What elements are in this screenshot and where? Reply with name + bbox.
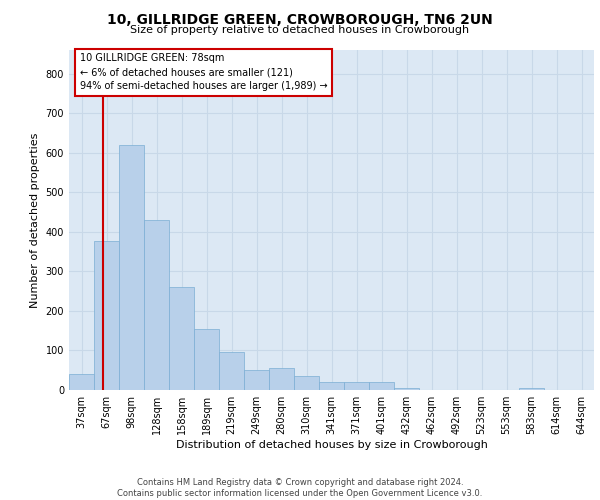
Bar: [69, 374, 94, 390]
X-axis label: Distribution of detached houses by size in Crowborough: Distribution of detached houses by size …: [176, 440, 487, 450]
Bar: [244, 370, 269, 390]
Bar: [269, 368, 294, 390]
Bar: [319, 382, 344, 390]
Y-axis label: Number of detached properties: Number of detached properties: [30, 132, 40, 308]
Text: 10 GILLRIDGE GREEN: 78sqm
← 6% of detached houses are smaller (121)
94% of semi-: 10 GILLRIDGE GREEN: 78sqm ← 6% of detach…: [79, 54, 327, 92]
Bar: [219, 352, 244, 390]
Bar: [194, 328, 219, 390]
Bar: [94, 240, 119, 390]
Text: 10, GILLRIDGE GREEN, CROWBOROUGH, TN6 2UN: 10, GILLRIDGE GREEN, CROWBOROUGH, TN6 2U…: [107, 12, 493, 26]
Bar: [369, 382, 394, 390]
Text: Size of property relative to detached houses in Crowborough: Size of property relative to detached ho…: [130, 25, 470, 35]
Text: Contains HM Land Registry data © Crown copyright and database right 2024.
Contai: Contains HM Land Registry data © Crown c…: [118, 478, 482, 498]
Bar: [394, 388, 419, 390]
Bar: [519, 388, 544, 390]
Bar: [344, 382, 369, 390]
Bar: [119, 145, 144, 390]
Bar: [169, 287, 194, 390]
Bar: [294, 376, 319, 390]
Bar: [144, 220, 169, 390]
